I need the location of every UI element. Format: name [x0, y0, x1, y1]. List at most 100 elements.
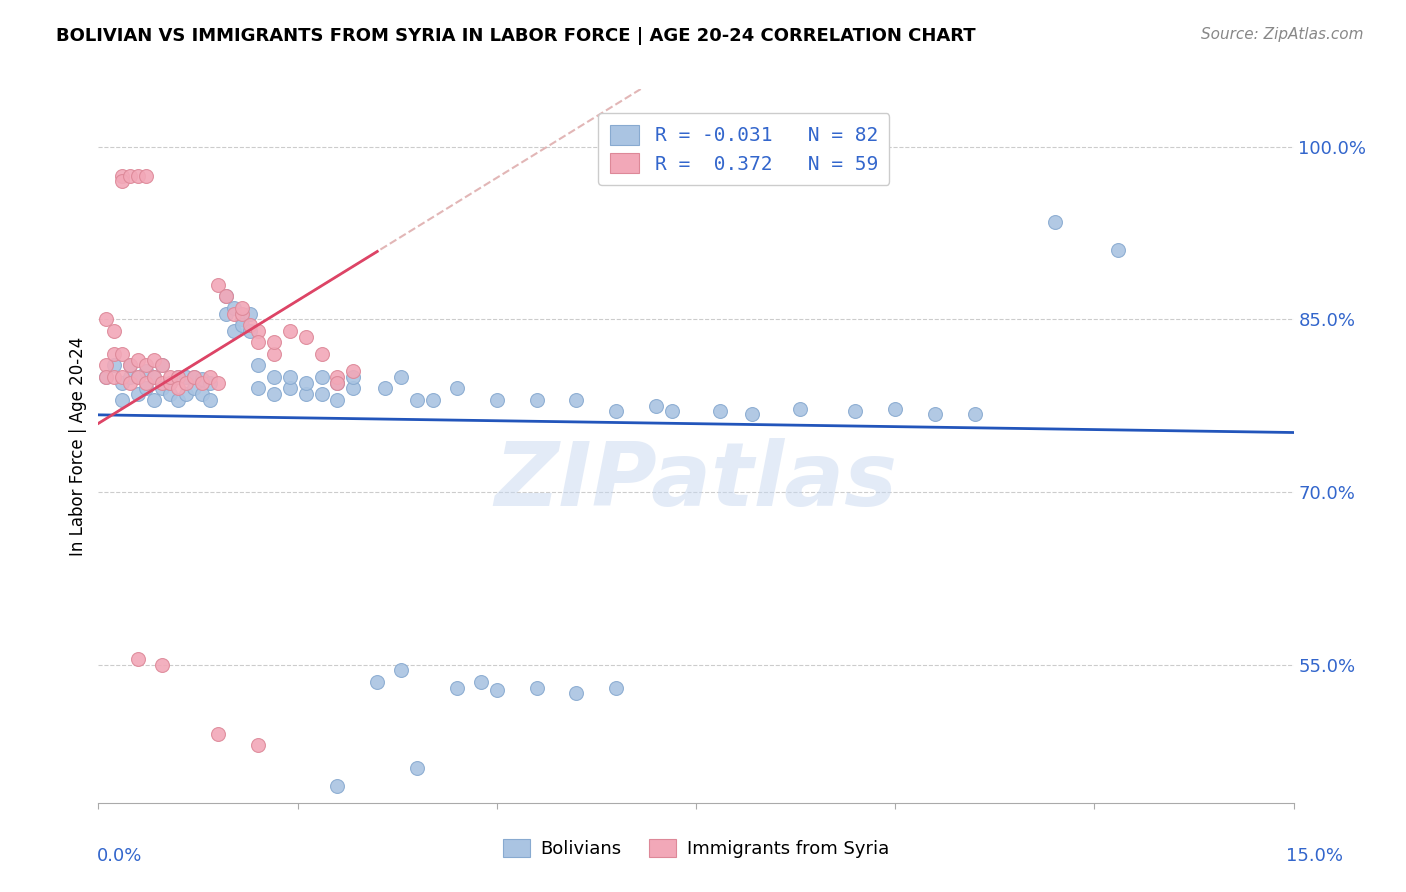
Point	[239, 307, 262, 321]
Point	[120, 359, 142, 373]
Point	[446, 681, 468, 695]
Point	[231, 318, 253, 333]
Point	[103, 324, 125, 338]
Point	[311, 387, 333, 401]
Point	[191, 372, 214, 386]
Point	[844, 404, 866, 418]
Point	[326, 779, 349, 793]
Point	[605, 681, 627, 695]
Y-axis label: In Labor Force | Age 20-24: In Labor Force | Age 20-24	[69, 336, 87, 556]
Point	[263, 370, 285, 384]
Point	[605, 404, 627, 418]
Point	[222, 301, 245, 315]
Point	[135, 364, 157, 378]
Point	[207, 376, 229, 390]
Point	[239, 324, 262, 338]
Point	[294, 376, 316, 390]
Point	[422, 392, 444, 407]
Point	[389, 370, 412, 384]
Point	[135, 381, 157, 395]
Point	[120, 376, 142, 390]
Point	[103, 370, 125, 384]
Point	[198, 370, 221, 384]
Point	[884, 402, 907, 417]
Point	[159, 376, 181, 390]
Point	[127, 652, 149, 666]
Point	[231, 301, 253, 315]
Point	[246, 335, 269, 350]
Point	[231, 307, 253, 321]
Point	[183, 381, 205, 395]
Point	[263, 347, 285, 361]
Point	[150, 381, 173, 395]
Point	[246, 738, 269, 752]
Point	[111, 392, 134, 407]
Point	[207, 277, 229, 292]
Point	[127, 370, 149, 384]
Point	[167, 370, 190, 384]
Point	[127, 352, 149, 367]
Point	[246, 381, 269, 395]
Point	[111, 347, 134, 361]
Point	[526, 681, 548, 695]
Point	[1107, 244, 1129, 258]
Point	[111, 376, 134, 390]
Point	[326, 376, 349, 390]
Point	[526, 392, 548, 407]
Point	[294, 329, 316, 343]
Point	[278, 381, 301, 395]
Point	[311, 370, 333, 384]
Point	[150, 359, 173, 373]
Point	[709, 404, 731, 418]
Point	[150, 359, 173, 373]
Point	[326, 392, 349, 407]
Point	[135, 376, 157, 390]
Point	[143, 370, 166, 384]
Point	[222, 324, 245, 338]
Point	[143, 370, 166, 384]
Point	[191, 387, 214, 401]
Text: 0.0%: 0.0%	[97, 847, 142, 865]
Point	[215, 289, 238, 303]
Point	[565, 686, 588, 700]
Point	[342, 364, 364, 378]
Text: BOLIVIAN VS IMMIGRANTS FROM SYRIA IN LABOR FORCE | AGE 20-24 CORRELATION CHART: BOLIVIAN VS IMMIGRANTS FROM SYRIA IN LAB…	[56, 27, 976, 45]
Point	[120, 169, 142, 183]
Point	[406, 392, 429, 407]
Point	[150, 657, 173, 672]
Point	[222, 307, 245, 321]
Point	[150, 376, 173, 390]
Point	[741, 407, 763, 421]
Point	[246, 324, 269, 338]
Point	[120, 359, 142, 373]
Point	[183, 370, 205, 384]
Point	[111, 174, 134, 188]
Point	[215, 289, 238, 303]
Point	[470, 675, 492, 690]
Point	[789, 402, 811, 417]
Point	[191, 376, 214, 390]
Point	[120, 370, 142, 384]
Point	[342, 381, 364, 395]
Point	[239, 318, 262, 333]
Text: Source: ZipAtlas.com: Source: ZipAtlas.com	[1201, 27, 1364, 42]
Point	[167, 381, 190, 395]
Point	[278, 370, 301, 384]
Point	[485, 392, 508, 407]
Point	[135, 169, 157, 183]
Point	[246, 359, 269, 373]
Point	[103, 359, 125, 373]
Point	[198, 376, 221, 390]
Point	[159, 370, 181, 384]
Point	[135, 359, 157, 373]
Point	[645, 399, 668, 413]
Point	[446, 381, 468, 395]
Point	[127, 387, 149, 401]
Point	[198, 392, 221, 407]
Point	[96, 370, 118, 384]
Point	[174, 376, 197, 390]
Point	[127, 370, 149, 384]
Point	[215, 307, 238, 321]
Point	[389, 664, 412, 678]
Point	[963, 407, 986, 421]
